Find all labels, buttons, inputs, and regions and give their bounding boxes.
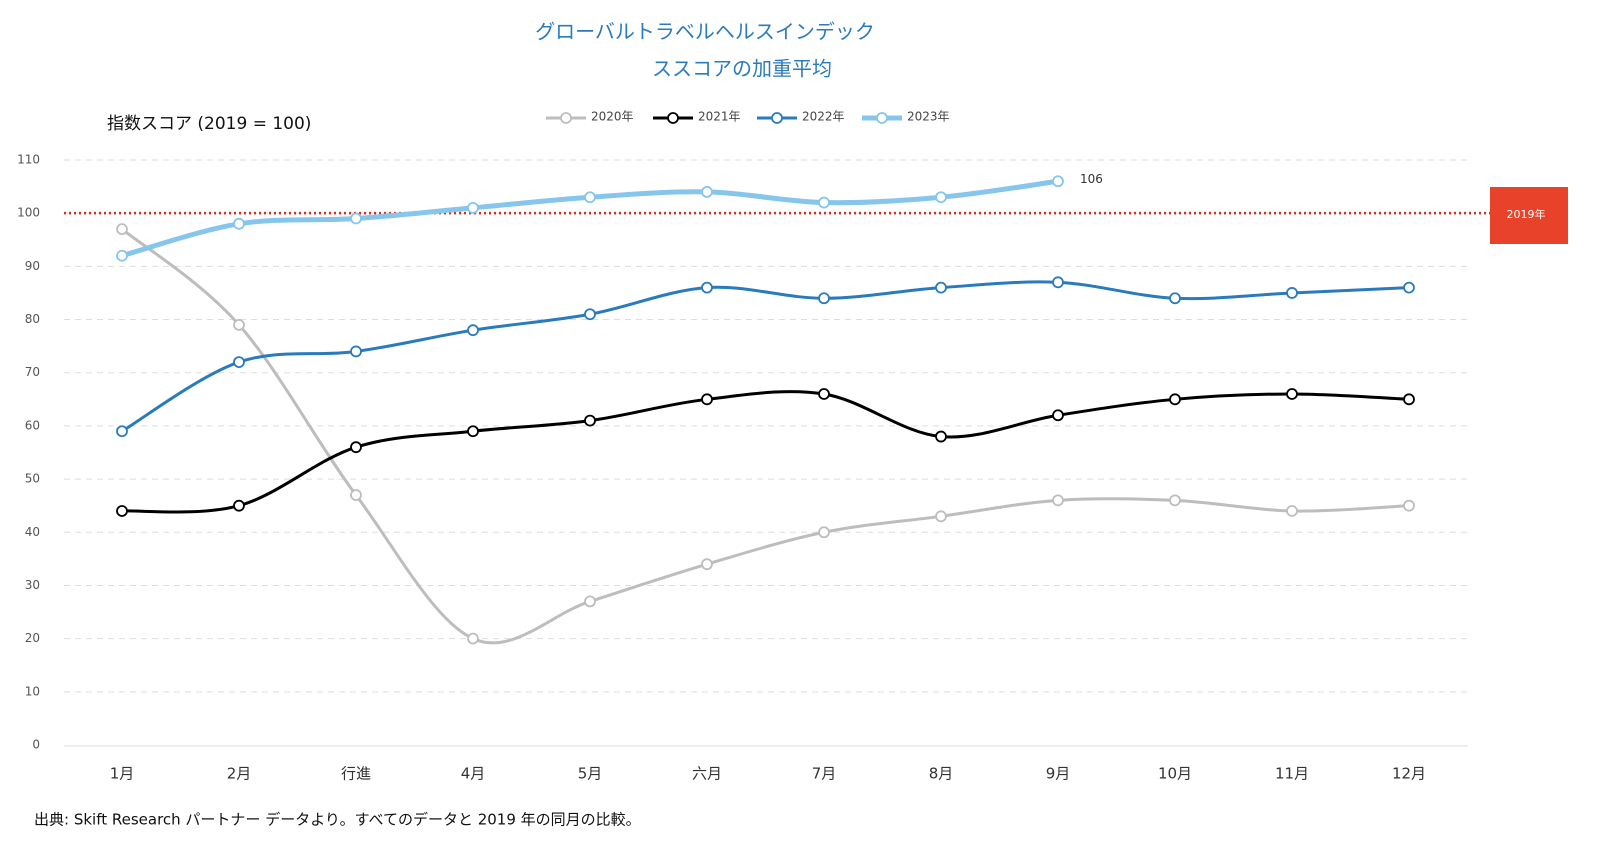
data-point (116, 425, 128, 438)
data-label: 106 (1080, 172, 1103, 186)
x-tick-label: 行進 (341, 765, 371, 783)
legend-label: 2021年 (698, 110, 741, 124)
legend-label: 2022年 (802, 110, 845, 124)
data-point (701, 281, 713, 294)
data-point (584, 308, 596, 321)
data-point (1403, 281, 1415, 294)
legend-marker (771, 112, 783, 124)
data-point (584, 414, 596, 427)
data-point (1052, 175, 1064, 188)
data-point (350, 489, 362, 501)
data-point (467, 425, 479, 438)
y-tick-label: 40 (25, 525, 40, 539)
y-tick-label: 30 (25, 578, 40, 592)
data-point (116, 249, 128, 262)
data-point (935, 191, 947, 204)
data-point (584, 191, 596, 204)
y-tick-label: 50 (25, 472, 40, 486)
y-tick-label: 20 (25, 631, 40, 645)
reference-label: 2019年 (1507, 207, 1546, 221)
data-point (116, 505, 128, 517)
data-point (350, 212, 362, 225)
data-point (818, 292, 830, 305)
legend-marker (876, 112, 888, 124)
data-point (935, 430, 947, 443)
data-point (1052, 276, 1064, 289)
y-tick-label: 60 (25, 418, 40, 432)
data-point (1169, 292, 1181, 305)
series-line (121, 390, 1410, 514)
data-point (818, 388, 830, 400)
data-point (818, 196, 830, 209)
data-point (350, 345, 362, 358)
legend-label: 2020年 (591, 110, 634, 124)
data-point (233, 499, 245, 512)
y-tick-label: 10 (25, 684, 40, 698)
x-tick-label: 4月 (461, 765, 486, 783)
data-point (701, 186, 713, 198)
x-tick-label: 12月 (1392, 765, 1426, 783)
y-tick-label: 80 (25, 312, 40, 326)
data-point (233, 217, 245, 230)
data-point (1052, 494, 1064, 507)
x-tick-label: 1月 (110, 765, 135, 783)
data-point (350, 441, 362, 454)
x-tick-label: 六月 (692, 765, 722, 783)
x-tick-label: 11月 (1275, 765, 1309, 783)
chart-title: グローバルトラベルヘルスインデック (535, 20, 875, 44)
data-point (1169, 494, 1181, 507)
data-point (233, 318, 245, 331)
series-line (121, 280, 1410, 433)
data-point (818, 526, 830, 539)
data-point (467, 201, 479, 214)
y-tick-label: 90 (25, 259, 40, 273)
data-point (1286, 505, 1298, 517)
x-tick-label: 2月 (227, 765, 252, 783)
y-tick-label: 100 (17, 206, 40, 220)
reference-badge (1490, 187, 1568, 244)
legend-label: 2023年 (907, 110, 950, 124)
legend-marker (667, 112, 679, 124)
y-axis-label: 指数スコア (2019 = 100) (107, 114, 311, 134)
data-point (1403, 499, 1415, 512)
x-tick-label: 5月 (578, 765, 603, 783)
x-tick-label: 10月 (1158, 765, 1192, 783)
data-point (701, 558, 713, 571)
data-point (701, 393, 713, 406)
data-point (935, 281, 947, 294)
data-point (935, 510, 947, 523)
y-tick-label: 70 (25, 365, 40, 379)
data-point (1286, 287, 1298, 299)
data-point (116, 223, 128, 236)
source-note: 出典: Skift Research パートナー データより。すべてのデータと … (34, 811, 641, 829)
y-tick-label: 110 (17, 153, 40, 167)
data-point (467, 632, 479, 645)
legend-marker (560, 112, 572, 124)
data-point (584, 595, 596, 608)
data-point (1052, 409, 1064, 422)
x-tick-label: 8月 (929, 765, 954, 783)
y-tick-label: 0 (32, 738, 40, 752)
data-point (1403, 393, 1415, 406)
x-tick-label: 7月 (812, 765, 837, 783)
data-point (1169, 393, 1181, 406)
data-point (467, 324, 479, 337)
x-tick-label: 9月 (1046, 765, 1071, 783)
data-point (233, 356, 245, 368)
data-point (1286, 388, 1298, 400)
chart-title: ススコアの加重平均 (652, 57, 832, 81)
